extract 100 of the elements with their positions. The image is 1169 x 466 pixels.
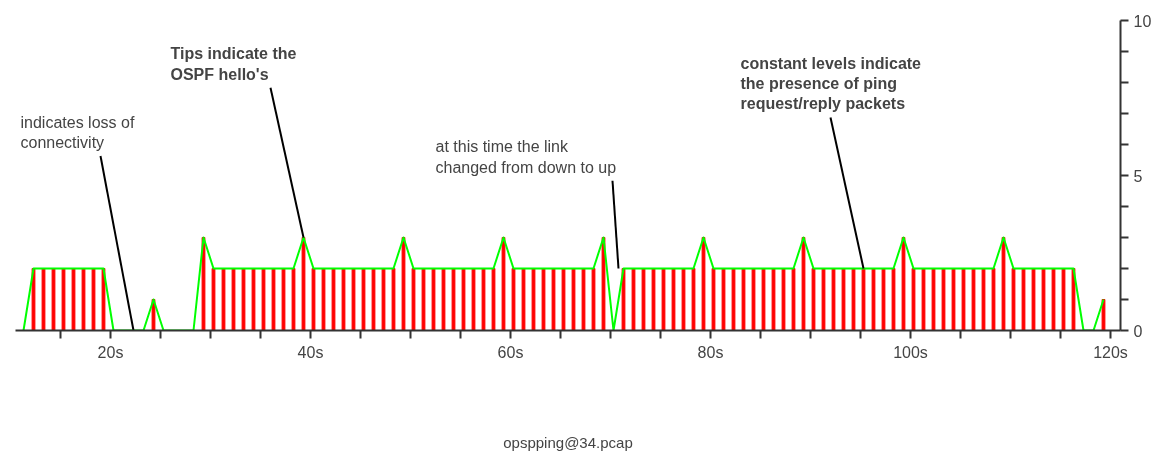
bar bbox=[371, 268, 376, 331]
line-series bbox=[22, 236, 1105, 331]
bar bbox=[921, 268, 926, 331]
bar bbox=[821, 268, 826, 331]
bar bbox=[251, 268, 256, 331]
bar bbox=[751, 268, 756, 331]
bar bbox=[671, 268, 676, 331]
bar bbox=[831, 268, 836, 331]
x-tick-label: 60s bbox=[497, 343, 524, 361]
bar bbox=[311, 268, 316, 331]
bar bbox=[941, 268, 946, 331]
bar bbox=[461, 268, 466, 331]
bar bbox=[391, 268, 396, 331]
bar bbox=[1041, 268, 1046, 331]
bar bbox=[521, 268, 526, 331]
bar bbox=[451, 268, 456, 331]
bar bbox=[861, 268, 866, 331]
bar bbox=[481, 268, 486, 331]
bar bbox=[421, 268, 426, 331]
bar bbox=[411, 268, 416, 331]
annotation: indicates loss of connectivity bbox=[20, 113, 135, 151]
bar bbox=[501, 237, 506, 331]
bar bbox=[541, 268, 546, 331]
bar bbox=[721, 268, 726, 331]
bar bbox=[351, 268, 356, 331]
bar bbox=[1101, 299, 1106, 331]
x-axis-title: opspping@34.pcap bbox=[503, 433, 633, 451]
bar bbox=[661, 268, 666, 331]
bar bbox=[711, 268, 716, 331]
bar bbox=[851, 268, 856, 331]
bar bbox=[811, 268, 816, 331]
bar bbox=[51, 268, 56, 331]
bar bbox=[771, 268, 776, 331]
bar bbox=[731, 268, 736, 331]
bar bbox=[991, 268, 996, 331]
bar bbox=[561, 268, 566, 331]
y-tick-label: 10 bbox=[1133, 12, 1152, 30]
bar bbox=[571, 268, 576, 331]
bar bbox=[1061, 268, 1066, 331]
bar bbox=[871, 268, 876, 331]
bar bbox=[971, 268, 976, 331]
bar bbox=[681, 268, 686, 331]
bar bbox=[361, 268, 366, 331]
bar bbox=[331, 268, 336, 331]
y-tick-label: 5 bbox=[1133, 167, 1143, 185]
bar bbox=[241, 268, 246, 331]
bar bbox=[841, 268, 846, 331]
bar bbox=[301, 237, 306, 331]
bar bbox=[271, 268, 276, 331]
bar bbox=[1051, 268, 1056, 331]
x-tick-label: 100s bbox=[893, 343, 928, 361]
bar bbox=[1021, 268, 1026, 331]
bar bbox=[891, 268, 896, 331]
bar bbox=[491, 268, 496, 331]
bar bbox=[321, 268, 326, 331]
bar bbox=[1001, 237, 1006, 331]
bar bbox=[91, 268, 96, 331]
y-tick-label: 0 bbox=[1133, 322, 1143, 340]
annotation: constant levels indicate the presence of ping request/reply packets bbox=[740, 54, 922, 113]
x-tick-label: 40s bbox=[297, 343, 324, 361]
bar bbox=[431, 268, 436, 331]
bar bbox=[401, 237, 406, 331]
bar bbox=[761, 268, 766, 331]
bar bbox=[71, 268, 76, 331]
bar bbox=[221, 268, 226, 331]
bar bbox=[211, 268, 216, 331]
x-tick-label: 120s bbox=[1093, 343, 1128, 361]
bar bbox=[981, 268, 986, 331]
bar bbox=[471, 268, 476, 331]
bar bbox=[511, 268, 516, 331]
bar bbox=[261, 268, 266, 331]
bar bbox=[1031, 268, 1036, 331]
bar bbox=[631, 268, 636, 331]
bar bbox=[931, 268, 936, 331]
bar bbox=[341, 268, 346, 331]
bar bbox=[1011, 268, 1016, 331]
bar bbox=[531, 268, 536, 331]
annotation: Tips indicate the OSPF hello's bbox=[170, 45, 297, 83]
bar bbox=[441, 268, 446, 331]
bar bbox=[791, 268, 796, 331]
bar bbox=[881, 268, 886, 331]
bar bbox=[81, 268, 86, 331]
bar bbox=[591, 268, 596, 331]
bar bbox=[281, 268, 286, 331]
bar bbox=[291, 268, 296, 331]
bar bbox=[951, 268, 956, 331]
bar bbox=[61, 268, 66, 331]
x-tick-label: 20s bbox=[97, 343, 124, 361]
bar bbox=[231, 268, 236, 331]
bar bbox=[911, 268, 916, 331]
bar bbox=[641, 268, 646, 331]
bar bbox=[901, 237, 906, 331]
bar bbox=[741, 268, 746, 331]
bar bbox=[381, 268, 386, 331]
x-tick-label: 80s bbox=[697, 343, 724, 361]
bar bbox=[41, 268, 46, 331]
bar bbox=[691, 268, 696, 331]
annotation: at this time the link changed from down to up bbox=[435, 138, 617, 176]
bar bbox=[651, 268, 656, 331]
bar bbox=[581, 268, 586, 331]
